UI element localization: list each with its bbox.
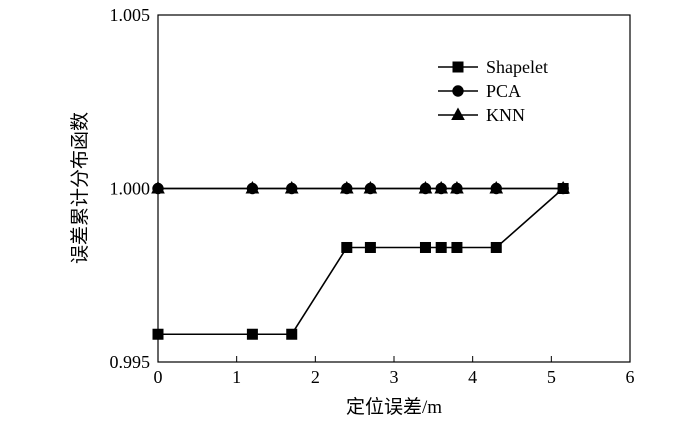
data-point — [339, 180, 354, 194]
x-axis-title: 定位误差/m — [346, 396, 442, 418]
series-shapelet — [152, 183, 569, 340]
legend-label: PCA — [486, 81, 521, 101]
axis-ticks — [158, 188, 552, 362]
x-tick-label: 0 — [154, 367, 163, 387]
data-point — [489, 180, 504, 194]
legend-marker — [452, 85, 464, 97]
data-point — [363, 180, 378, 194]
legend-marker — [452, 61, 464, 73]
x-tick-label: 5 — [547, 367, 556, 387]
data-point — [435, 241, 447, 253]
data-point — [151, 180, 165, 194]
data-point — [341, 241, 353, 253]
x-tick-label: 4 — [468, 367, 477, 387]
x-tick-label: 2 — [311, 367, 320, 387]
legend-item: Shapelet — [438, 57, 548, 77]
x-tick-label: 1 — [232, 367, 241, 387]
series-line — [158, 187, 564, 336]
data-point — [450, 180, 464, 194]
data-point — [419, 241, 431, 253]
data-point — [490, 241, 502, 253]
y-tick-label: 1.005 — [110, 5, 151, 25]
series-knn — [151, 180, 570, 194]
data-point — [451, 241, 463, 253]
axis-tick-labels: 0 1 2 3 4 5 6 0.995 1.000 1.005 — [110, 5, 635, 387]
y-axis-title: 误差累计分布函数 — [69, 112, 91, 264]
x-tick-label: 6 — [626, 367, 635, 387]
legend-label: KNN — [486, 105, 525, 125]
legend-item: PCA — [438, 81, 521, 101]
legend-item: KNN — [438, 105, 525, 125]
data-point — [246, 328, 258, 340]
data-point — [556, 180, 570, 194]
data-point — [245, 180, 260, 194]
y-tick-label: 1.000 — [110, 179, 151, 199]
data-point — [418, 180, 433, 194]
y-tick-label: 0.995 — [110, 352, 151, 372]
data-point — [152, 328, 164, 340]
series-layer — [151, 180, 570, 340]
legend: Shapelet PCA KNN — [438, 57, 548, 125]
data-point — [434, 180, 449, 194]
data-point — [364, 241, 376, 253]
x-tick-label: 3 — [390, 367, 399, 387]
legend-marker — [451, 107, 465, 120]
legend-label: Shapelet — [486, 57, 548, 77]
data-point — [284, 180, 299, 194]
data-point — [286, 328, 298, 340]
